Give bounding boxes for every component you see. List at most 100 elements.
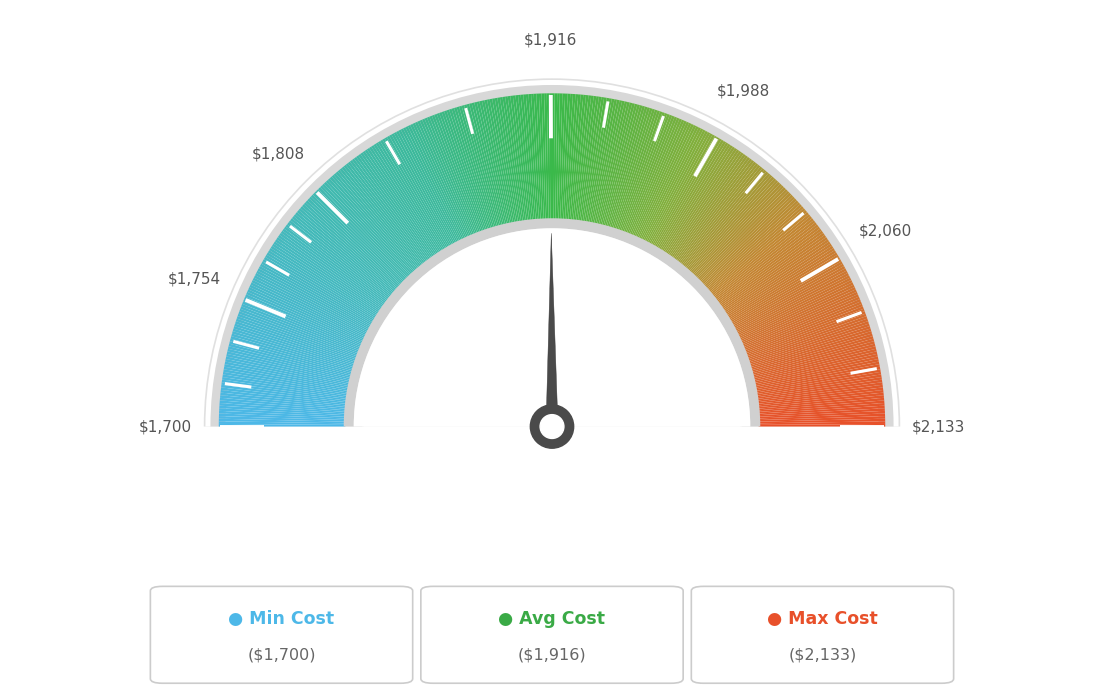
- Wedge shape: [226, 351, 351, 382]
- Wedge shape: [290, 218, 391, 299]
- Wedge shape: [597, 101, 627, 225]
- Wedge shape: [749, 326, 871, 366]
- Wedge shape: [252, 280, 367, 337]
- Wedge shape: [243, 299, 361, 349]
- Wedge shape: [204, 78, 900, 426]
- Wedge shape: [605, 104, 640, 227]
- Wedge shape: [485, 100, 511, 224]
- Wedge shape: [417, 121, 470, 237]
- Wedge shape: [754, 354, 878, 383]
- Wedge shape: [619, 111, 662, 232]
- Wedge shape: [629, 118, 680, 236]
- Wedge shape: [343, 218, 761, 426]
- Wedge shape: [758, 419, 885, 423]
- Wedge shape: [405, 126, 463, 241]
- Wedge shape: [556, 93, 562, 220]
- Wedge shape: [590, 99, 615, 224]
- Wedge shape: [429, 116, 477, 235]
- Wedge shape: [634, 121, 687, 237]
- Wedge shape: [741, 289, 857, 343]
- Wedge shape: [608, 106, 645, 228]
- Wedge shape: [754, 357, 879, 384]
- Text: $1,916: $1,916: [524, 32, 577, 48]
- Wedge shape: [244, 297, 362, 348]
- Wedge shape: [736, 275, 850, 334]
- Wedge shape: [747, 316, 868, 359]
- Wedge shape: [220, 406, 346, 415]
- Wedge shape: [222, 380, 348, 399]
- Wedge shape: [336, 171, 420, 269]
- Wedge shape: [724, 241, 830, 313]
- Wedge shape: [320, 186, 410, 278]
- Wedge shape: [307, 199, 402, 286]
- Text: ($2,133): ($2,133): [788, 647, 857, 662]
- Wedge shape: [315, 191, 406, 282]
- Wedge shape: [572, 95, 586, 221]
- Wedge shape: [604, 104, 637, 227]
- Wedge shape: [612, 107, 650, 229]
- Wedge shape: [229, 344, 352, 377]
- Wedge shape: [613, 108, 652, 230]
- Wedge shape: [734, 270, 848, 331]
- Wedge shape: [250, 285, 365, 340]
- Text: ● Max Cost: ● Max Cost: [767, 610, 878, 628]
- Wedge shape: [581, 97, 602, 222]
- Wedge shape: [542, 93, 548, 220]
- FancyBboxPatch shape: [421, 586, 683, 683]
- Wedge shape: [230, 339, 352, 373]
- Wedge shape: [755, 366, 880, 391]
- Wedge shape: [624, 114, 670, 233]
- Wedge shape: [222, 377, 348, 397]
- Wedge shape: [500, 97, 521, 222]
- Wedge shape: [233, 328, 354, 367]
- Wedge shape: [306, 200, 401, 288]
- Text: $2,133: $2,133: [912, 419, 965, 434]
- Wedge shape: [641, 126, 699, 241]
- Wedge shape: [657, 139, 724, 250]
- Wedge shape: [646, 130, 705, 243]
- Wedge shape: [373, 144, 443, 252]
- Wedge shape: [659, 141, 726, 250]
- Wedge shape: [396, 131, 457, 244]
- Wedge shape: [699, 193, 792, 283]
- Wedge shape: [219, 413, 346, 420]
- Wedge shape: [718, 226, 820, 304]
- Wedge shape: [268, 250, 376, 319]
- Wedge shape: [245, 294, 362, 346]
- Wedge shape: [671, 154, 745, 259]
- Wedge shape: [521, 95, 534, 221]
- Wedge shape: [394, 132, 455, 245]
- Wedge shape: [681, 166, 763, 266]
- Wedge shape: [457, 106, 495, 228]
- Wedge shape: [698, 191, 789, 282]
- Wedge shape: [675, 159, 752, 262]
- Wedge shape: [211, 85, 893, 426]
- Wedge shape: [662, 145, 733, 253]
- Wedge shape: [743, 302, 862, 351]
- Wedge shape: [362, 151, 436, 257]
- Wedge shape: [636, 121, 689, 238]
- Wedge shape: [750, 328, 871, 367]
- Wedge shape: [721, 235, 826, 309]
- Wedge shape: [424, 118, 475, 236]
- Wedge shape: [432, 115, 479, 234]
- Wedge shape: [518, 95, 532, 221]
- Wedge shape: [220, 403, 346, 413]
- Wedge shape: [272, 244, 380, 315]
- Wedge shape: [422, 119, 473, 236]
- Wedge shape: [263, 259, 373, 324]
- Wedge shape: [266, 253, 375, 320]
- Wedge shape: [700, 195, 793, 284]
- Wedge shape: [341, 166, 423, 266]
- Wedge shape: [758, 400, 884, 412]
- Wedge shape: [758, 408, 885, 417]
- Wedge shape: [553, 93, 558, 220]
- Wedge shape: [753, 348, 877, 380]
- Wedge shape: [661, 144, 731, 252]
- Wedge shape: [231, 333, 353, 371]
- Wedge shape: [751, 336, 873, 372]
- Wedge shape: [552, 93, 554, 220]
- Wedge shape: [756, 382, 882, 401]
- Wedge shape: [219, 422, 346, 425]
- Wedge shape: [697, 189, 787, 280]
